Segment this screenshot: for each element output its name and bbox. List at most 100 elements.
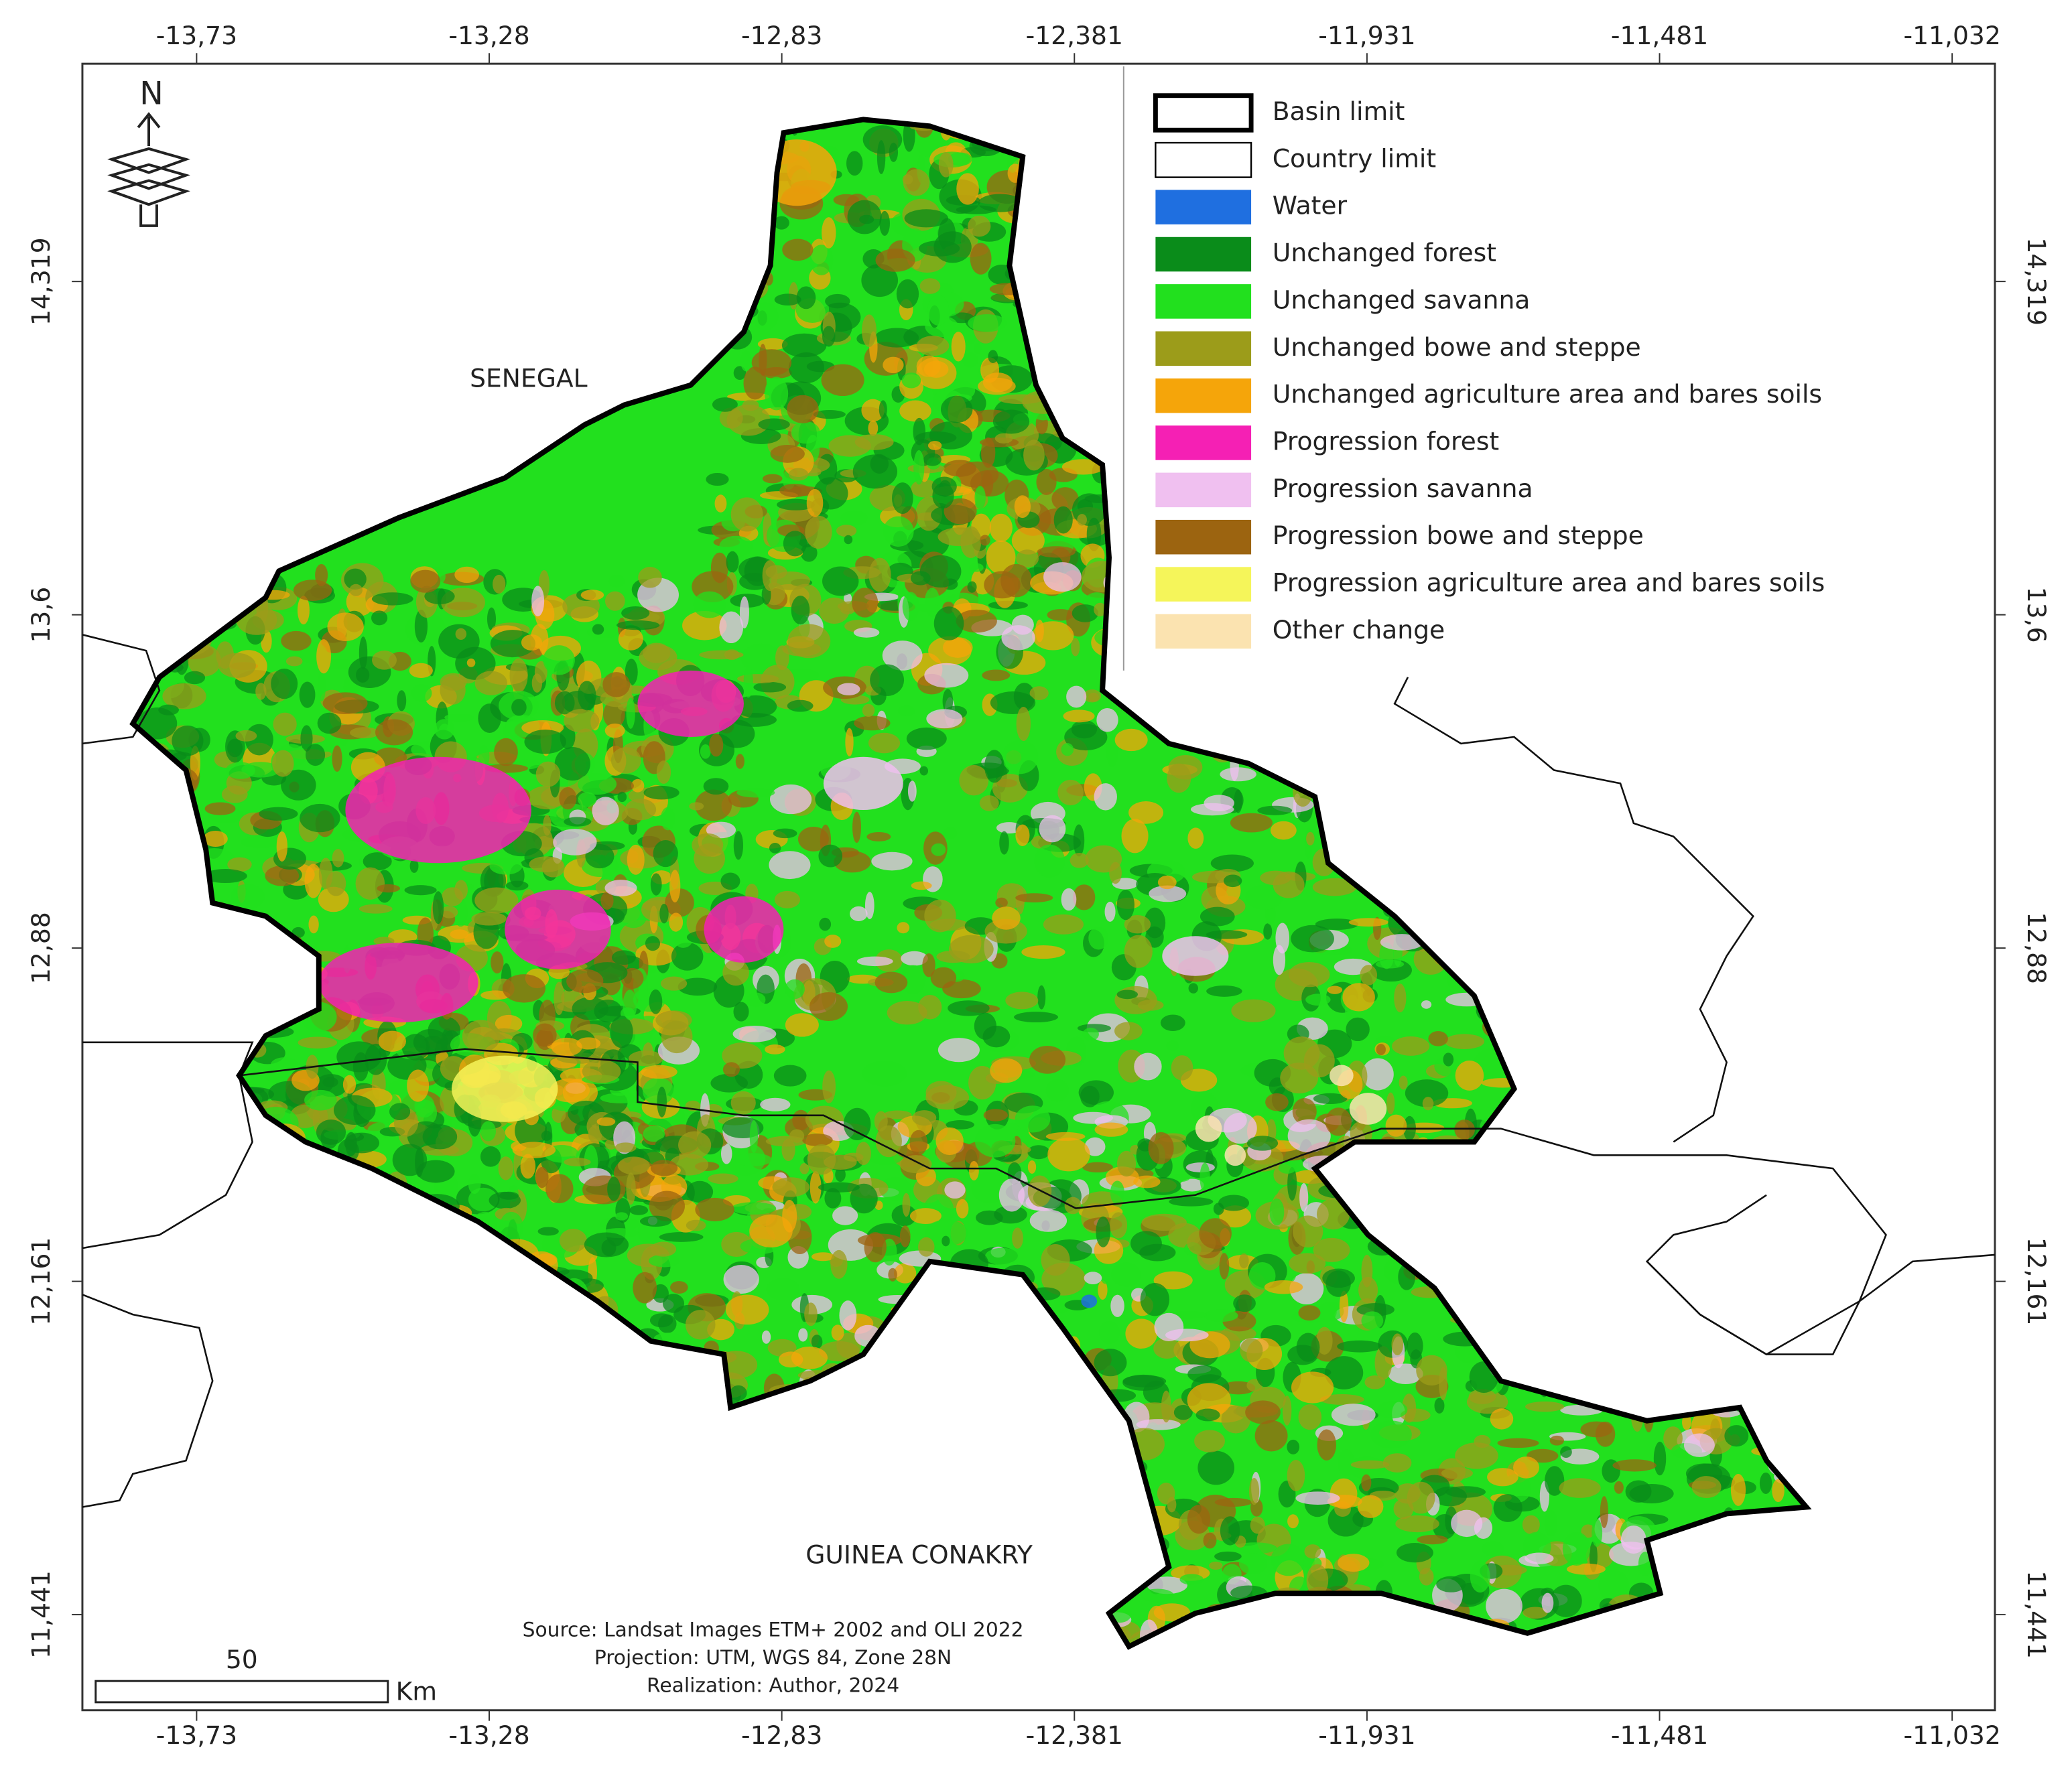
land-patch	[450, 929, 469, 939]
land-patch	[1451, 1509, 1483, 1538]
land-patch	[669, 870, 681, 902]
land-patch	[471, 912, 507, 926]
longitude-label: -12,381	[1026, 21, 1123, 50]
land-patch	[1263, 923, 1273, 940]
land-patch	[604, 591, 625, 611]
land-patch	[1598, 1570, 1630, 1601]
land-patch	[1140, 1282, 1170, 1316]
land-patch	[712, 397, 738, 412]
land-patch	[564, 709, 600, 733]
land-patch	[493, 574, 506, 594]
land-patch	[861, 314, 877, 348]
land-patch	[811, 1335, 823, 1349]
land-patch	[708, 1173, 738, 1184]
land-patch	[1188, 983, 1198, 994]
land-patch	[1203, 1532, 1217, 1549]
land-patch	[843, 1107, 871, 1140]
land-patch	[1361, 1311, 1384, 1331]
longitude-label: -11,481	[1611, 21, 1708, 50]
land-patch	[903, 169, 930, 196]
land-patch	[1012, 1227, 1023, 1249]
land-patch	[765, 565, 787, 580]
land-patch	[733, 1002, 749, 1022]
land-patch	[1161, 1390, 1171, 1423]
legend-swatch	[1155, 141, 1252, 178]
legend: Basin limit Country limit Water Unchanged f…	[1153, 93, 1825, 649]
land-patch	[1289, 1272, 1324, 1304]
land-patch	[1525, 1552, 1554, 1564]
legend-swatch	[1155, 425, 1252, 460]
land-patch	[1130, 1231, 1162, 1256]
land-patch	[404, 885, 437, 896]
land-patch	[788, 468, 809, 481]
land-patch	[1317, 1302, 1344, 1321]
land-patch	[468, 1173, 481, 1195]
land-patch	[494, 738, 518, 766]
land-patch	[1327, 986, 1343, 994]
land-patch	[1122, 1375, 1167, 1387]
land-patch	[643, 785, 679, 800]
land-patch	[710, 1073, 749, 1093]
land-patch	[372, 651, 397, 670]
land-patch	[324, 659, 355, 670]
longitude-label: -13,28	[448, 21, 529, 50]
land-patch	[956, 205, 996, 214]
land-patch	[990, 691, 1036, 714]
land-patch	[345, 1132, 357, 1156]
land-patch	[1287, 1119, 1331, 1153]
land-patch	[515, 1113, 547, 1148]
land-patch	[1061, 459, 1104, 475]
land-patch	[1085, 845, 1122, 873]
land-patch	[1683, 1433, 1715, 1457]
land-patch	[564, 817, 592, 827]
land-patch	[901, 951, 928, 966]
land-patch	[1011, 527, 1045, 555]
land-patch	[259, 807, 298, 821]
land-patch	[411, 684, 432, 702]
land-patch	[1280, 1063, 1319, 1094]
land-patch	[1346, 1017, 1370, 1042]
land-patch	[686, 1180, 714, 1203]
north-arrow	[107, 112, 191, 227]
land-patch	[737, 674, 779, 684]
land-patch	[900, 965, 926, 994]
land-patch	[990, 1058, 1023, 1083]
land-patch	[740, 643, 783, 673]
land-patch	[1043, 914, 1084, 935]
land-patch	[1331, 1404, 1376, 1426]
land-patch	[785, 979, 805, 1000]
land-patch	[722, 1062, 740, 1077]
land-patch	[537, 1227, 559, 1236]
land-patch	[899, 1155, 932, 1174]
land-patch	[1356, 1302, 1395, 1316]
land-patch	[378, 1030, 406, 1052]
land-patch	[1382, 1453, 1412, 1473]
land-patch	[1218, 1195, 1250, 1211]
land-patch	[787, 624, 831, 659]
land-patch	[994, 433, 1013, 444]
land-patch	[614, 1142, 637, 1153]
land-patch	[1116, 1150, 1137, 1177]
land-patch	[1759, 1472, 1772, 1494]
land-patch	[983, 1109, 1009, 1122]
land-patch	[1270, 821, 1297, 840]
land-patch	[184, 671, 206, 685]
land-patch	[924, 663, 969, 688]
land-patch	[1421, 1000, 1432, 1009]
land-patch	[1319, 1394, 1364, 1405]
land-patch	[897, 705, 915, 717]
land-patch	[1082, 1162, 1114, 1173]
land-patch	[454, 566, 479, 583]
land-patch	[498, 1156, 513, 1180]
longitude-label: -13,28	[448, 1720, 529, 1750]
land-patch	[1111, 1262, 1141, 1287]
land-patch	[926, 709, 963, 729]
land-patch	[409, 663, 433, 679]
land-patch	[779, 484, 811, 498]
land-patch	[276, 831, 287, 862]
land-patch	[765, 377, 789, 411]
land-patch	[629, 1205, 649, 1215]
land-patch	[923, 360, 949, 378]
land-patch	[1104, 901, 1116, 922]
land-patch	[678, 1131, 712, 1159]
